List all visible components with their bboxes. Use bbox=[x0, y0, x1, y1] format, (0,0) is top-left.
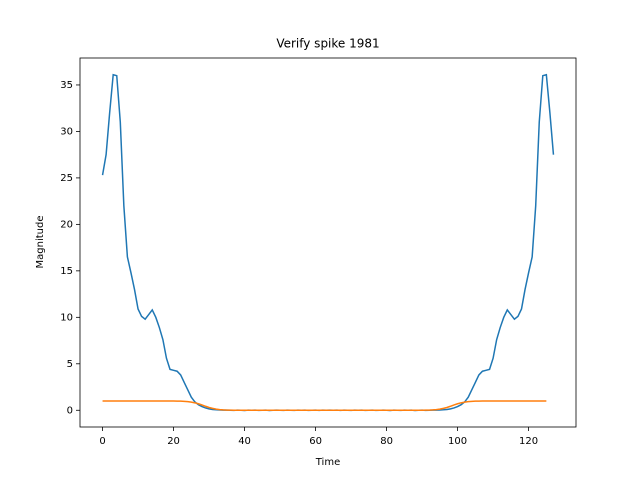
y-tick-label: 10 bbox=[60, 312, 73, 323]
y-tick-label: 25 bbox=[60, 173, 73, 184]
x-tick-label: 40 bbox=[238, 436, 251, 447]
y-tick-label: 5 bbox=[67, 359, 73, 370]
x-tick-label: 100 bbox=[448, 436, 467, 447]
x-tick-label: 20 bbox=[167, 436, 180, 447]
plot-frame bbox=[79, 57, 577, 428]
y-tick-label: 15 bbox=[60, 266, 73, 277]
chart-title: Verify spike 1981 bbox=[276, 37, 379, 51]
y-tick-label: 30 bbox=[60, 126, 73, 137]
x-axis-label: Time bbox=[315, 457, 340, 468]
series-line bbox=[102, 400, 547, 412]
y-tick-label: 0 bbox=[67, 405, 73, 416]
x-tick-label: 80 bbox=[380, 436, 393, 447]
x-tick-label: 0 bbox=[99, 436, 105, 447]
y-axis-label: Magnitude bbox=[35, 216, 46, 269]
y-tick-label: 20 bbox=[60, 219, 73, 230]
x-tick-label: 60 bbox=[309, 436, 322, 447]
x-tick-label: 120 bbox=[519, 436, 538, 447]
y-tick-label: 35 bbox=[60, 80, 73, 91]
